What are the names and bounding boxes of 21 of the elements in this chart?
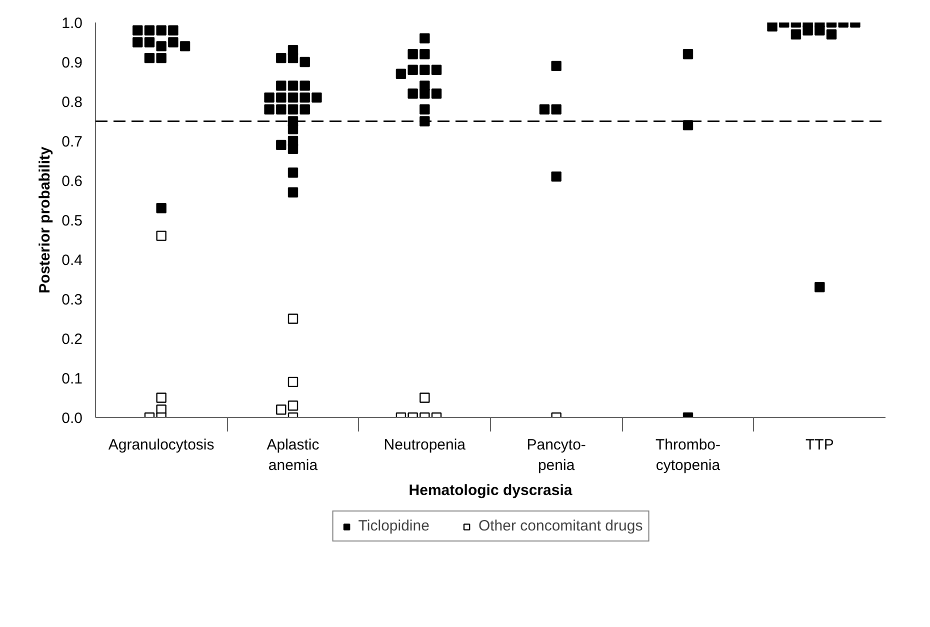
- legend-label: Ticlopidine: [358, 518, 430, 534]
- legend-label: Other concomitant drugs: [478, 518, 643, 534]
- y-axis-title: Posterior probability: [36, 146, 54, 294]
- y-tick-label: 1.0: [62, 15, 83, 32]
- x-tick-label: Agranulocytosis: [108, 436, 214, 454]
- y-tick-label: 0.3: [62, 292, 83, 308]
- x-tick-label: TTP: [806, 436, 834, 454]
- x-tick-label: Aplastic anemia: [266, 436, 320, 474]
- x-axis-title: Hematologic dyscrasia: [408, 482, 573, 499]
- y-tick-label: 0.6: [62, 173, 83, 190]
- y-tick-label: 0.8: [62, 94, 83, 111]
- y-tick-label: 0.4: [62, 252, 83, 269]
- y-tick-label: 0.7: [62, 134, 83, 150]
- y-tick-label: 0.5: [62, 212, 83, 230]
- y-tick-label: 0.1: [62, 370, 83, 388]
- x-tick-label: Neutropenia: [384, 436, 466, 454]
- y-tick-label: 0.9: [62, 54, 83, 72]
- y-tick-label: 0.2: [62, 331, 83, 348]
- x-tick-label: Thrombo-cytopenia: [655, 436, 721, 474]
- y-tick-label: 0.0: [62, 410, 83, 427]
- x-tick-label: Pancyto-penia: [526, 436, 586, 474]
